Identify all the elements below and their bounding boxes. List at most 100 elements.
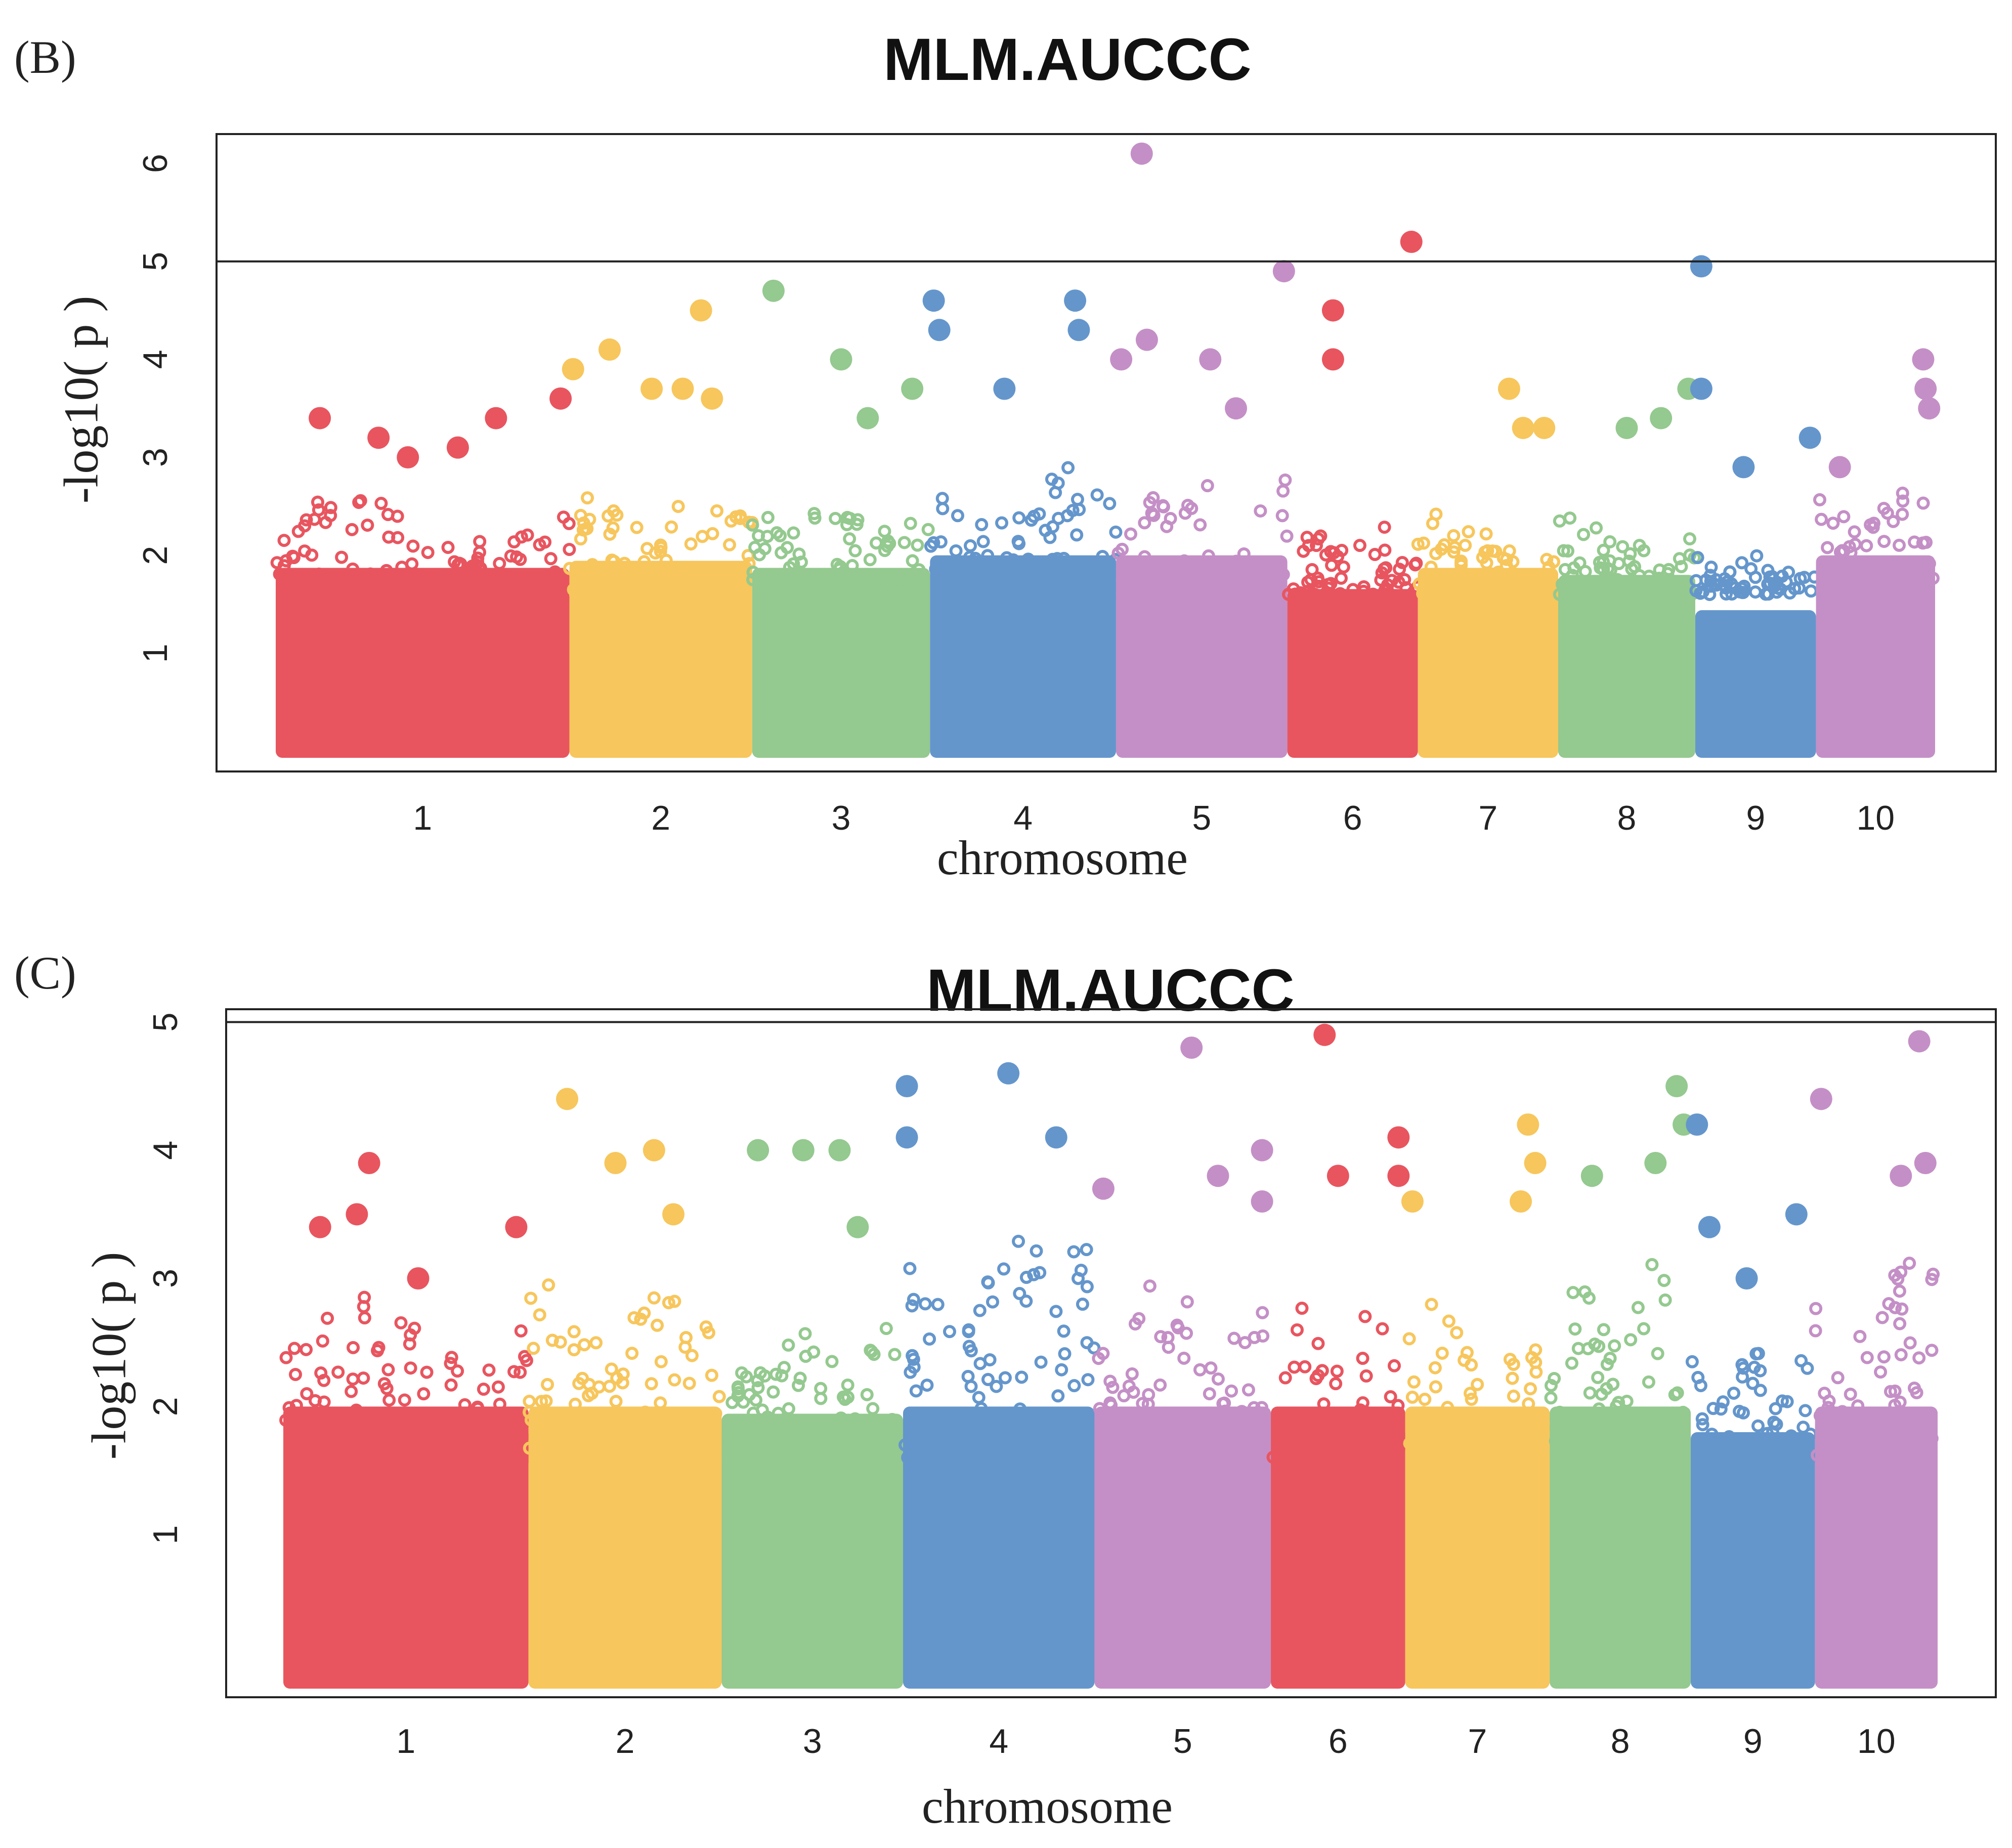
- snp-peak-point: [901, 377, 924, 400]
- snp-point: [1358, 1310, 1372, 1323]
- snp-point: [923, 1332, 936, 1346]
- snp-point: [1625, 562, 1639, 576]
- snp-point: [1503, 1353, 1517, 1366]
- snp-point: [1033, 1266, 1047, 1279]
- snp-point: [1527, 1447, 1540, 1460]
- x-tick-label: 3: [832, 799, 851, 837]
- snp-point: [1914, 573, 1928, 587]
- snp-point: [1300, 531, 1314, 544]
- snp-point: [408, 1321, 421, 1335]
- snp-point: [536, 585, 549, 599]
- snp-point: [903, 1427, 917, 1440]
- snp-point: [609, 1395, 623, 1408]
- snp-point: [906, 554, 919, 568]
- snp-point: [962, 1340, 976, 1353]
- snp-peak-point: [1665, 1075, 1688, 1097]
- snp-point: [963, 550, 976, 564]
- snp-point: [577, 580, 591, 593]
- snp-point: [1823, 581, 1836, 594]
- snp-point: [1387, 1359, 1401, 1372]
- snp-point: [1460, 1346, 1474, 1359]
- chromosome-6-points: [1282, 231, 1424, 758]
- snp-point: [1520, 575, 1533, 589]
- snp-point: [1750, 549, 1764, 563]
- snp-point: [1240, 579, 1254, 593]
- snp-point: [1623, 575, 1637, 588]
- snp-point: [1486, 544, 1500, 558]
- snp-point: [1269, 560, 1283, 574]
- snp-point: [594, 581, 608, 595]
- snp-point: [1212, 585, 1226, 599]
- snp-point: [1581, 1342, 1595, 1355]
- snp-point: [1311, 1368, 1325, 1382]
- snp-point: [866, 1402, 880, 1415]
- snp-point: [1112, 1428, 1126, 1442]
- snp-point: [735, 1422, 748, 1435]
- snp-point: [484, 1447, 498, 1460]
- snp-point: [1896, 494, 1910, 508]
- snp-point: [981, 1372, 995, 1386]
- snp-point: [696, 530, 709, 543]
- snp-peak-point: [1799, 426, 1821, 449]
- snp-point: [279, 1351, 293, 1364]
- snp-point: [1368, 548, 1382, 562]
- snp-peak-point: [1686, 1113, 1708, 1136]
- snp-point: [505, 1448, 519, 1462]
- snp-point: [1839, 586, 1853, 600]
- snp-point: [305, 548, 319, 562]
- snp-point: [1109, 525, 1123, 539]
- snp-point: [1153, 587, 1167, 601]
- snp-point: [1590, 521, 1603, 535]
- snp-point: [1035, 1408, 1049, 1422]
- snp-point: [1288, 1360, 1301, 1374]
- snp-point: [1566, 1285, 1580, 1299]
- snp-point: [984, 572, 998, 586]
- chromosome-5-points: [1092, 1037, 1273, 1689]
- snp-point: [1506, 1371, 1519, 1385]
- snp-point: [357, 1371, 370, 1385]
- snp-point: [1671, 1386, 1684, 1400]
- snp-point: [374, 497, 388, 510]
- snp-peak-point: [604, 1152, 627, 1174]
- snp-point: [706, 527, 719, 540]
- snp-point: [1185, 562, 1198, 575]
- chromosome-1-points: [270, 387, 576, 758]
- x-tick-label: 9: [1743, 1722, 1763, 1760]
- snp-point: [523, 1441, 536, 1455]
- snp-point: [1568, 1322, 1582, 1336]
- snp-peak-point: [828, 1139, 851, 1162]
- snp-peak-point: [309, 407, 331, 429]
- snp-point: [1133, 1444, 1146, 1457]
- snp-point: [904, 1365, 917, 1379]
- snp-point: [964, 539, 977, 552]
- snp-point: [1895, 1302, 1909, 1316]
- snp-point: [473, 535, 487, 548]
- snp-point: [1290, 1323, 1304, 1337]
- snp-point: [1359, 1369, 1373, 1383]
- snp-point: [819, 1429, 833, 1443]
- snp-point: [798, 585, 811, 598]
- snp-peak-point: [1512, 416, 1534, 439]
- snp-point: [1566, 1445, 1580, 1458]
- snp-point: [911, 538, 924, 552]
- snp-point: [1683, 532, 1696, 546]
- snp-peak-point: [1914, 1152, 1937, 1174]
- snp-point: [1801, 1361, 1814, 1375]
- snp-point: [1426, 517, 1439, 530]
- snp-peak-point: [1180, 1037, 1203, 1059]
- snp-peak-point: [1045, 1126, 1067, 1149]
- snp-point: [1658, 1293, 1672, 1307]
- snp-point: [1696, 1418, 1709, 1432]
- snp-point: [1485, 567, 1499, 581]
- snp-point: [1278, 473, 1292, 487]
- snp-peak-point: [643, 1139, 665, 1162]
- snp-point: [1813, 493, 1826, 506]
- snp-point: [1691, 1370, 1705, 1384]
- snp-point: [533, 1308, 546, 1322]
- snp-point: [934, 535, 948, 549]
- snp-point: [981, 549, 995, 563]
- snp-point: [379, 564, 393, 577]
- snp-point: [1624, 1436, 1638, 1450]
- snp-point: [1324, 545, 1338, 558]
- snp-point: [350, 1403, 363, 1417]
